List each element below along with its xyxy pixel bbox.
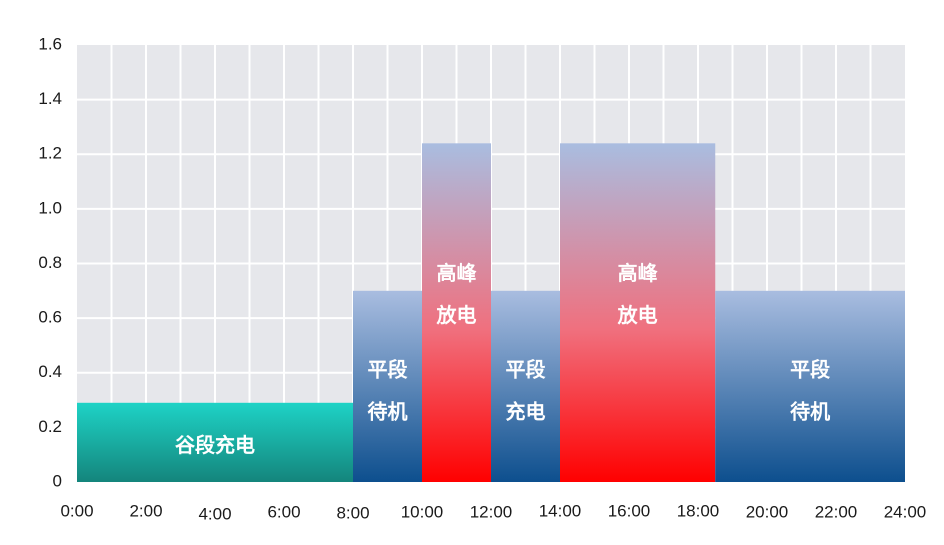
bar-peak-4 — [560, 143, 716, 482]
bar-valley-0 — [77, 402, 353, 482]
bar-peak-2 — [422, 143, 491, 482]
x-tick-label: 24:00 — [884, 502, 927, 521]
segment-label-5-0: 平段 — [790, 358, 830, 382]
x-tick-label: 10:00 — [401, 502, 444, 521]
segment-label-2-0: 高峰 — [437, 261, 477, 285]
y-tick-label: 1.0 — [38, 198, 62, 217]
bar-flat-1 — [353, 290, 422, 482]
x-tick-label: 18:00 — [677, 501, 720, 520]
segment-label-2-1: 放电 — [436, 303, 477, 327]
x-tick-label: 22:00 — [815, 502, 858, 521]
segment-label-3-1: 充电 — [506, 400, 546, 424]
y-tick-label: 0.6 — [38, 308, 62, 327]
bar-flat-3 — [491, 290, 560, 482]
y-tick-label: 0 — [53, 471, 62, 490]
x-tick-label: 0:00 — [60, 501, 93, 520]
y-tick-label: 0.4 — [38, 362, 62, 381]
x-tick-label: 12:00 — [470, 502, 513, 521]
segment-label-1-1: 待机 — [368, 400, 408, 424]
y-tick-label: 0.2 — [38, 417, 62, 436]
segment-label-3-0: 平段 — [506, 358, 546, 382]
segment-label-4-0: 高峰 — [618, 261, 658, 285]
x-tick-label: 20:00 — [746, 502, 789, 521]
x-tick-label: 8:00 — [336, 503, 369, 522]
x-tick-label: 14:00 — [539, 501, 582, 520]
segment-label-0-0: 谷段充电 — [175, 433, 255, 457]
y-axis: 0 0.2 0.4 0.6 0.8 1.0 1.2 1.4 1.6 — [38, 34, 62, 490]
x-axis: 0:00 2:00 4:00 6:00 8:00 10:00 12:00 14:00 16:00… — [60, 501, 926, 523]
y-tick-label: 1.6 — [38, 34, 62, 53]
bar-flat-5 — [715, 290, 905, 482]
x-tick-label: 2:00 — [129, 501, 162, 520]
segment-label-4-1: 放电 — [617, 303, 658, 327]
x-tick-label: 6:00 — [267, 502, 300, 521]
segment-label-1-0: 平段 — [368, 358, 408, 382]
y-tick-label: 1.2 — [38, 144, 62, 163]
bars — [77, 143, 905, 482]
y-tick-label: 0.8 — [38, 253, 62, 272]
segment-label-5-1: 待机 — [790, 400, 830, 424]
x-tick-label: 4:00 — [198, 504, 231, 523]
x-tick-label: 16:00 — [608, 501, 651, 520]
y-tick-label: 1.4 — [38, 89, 62, 108]
